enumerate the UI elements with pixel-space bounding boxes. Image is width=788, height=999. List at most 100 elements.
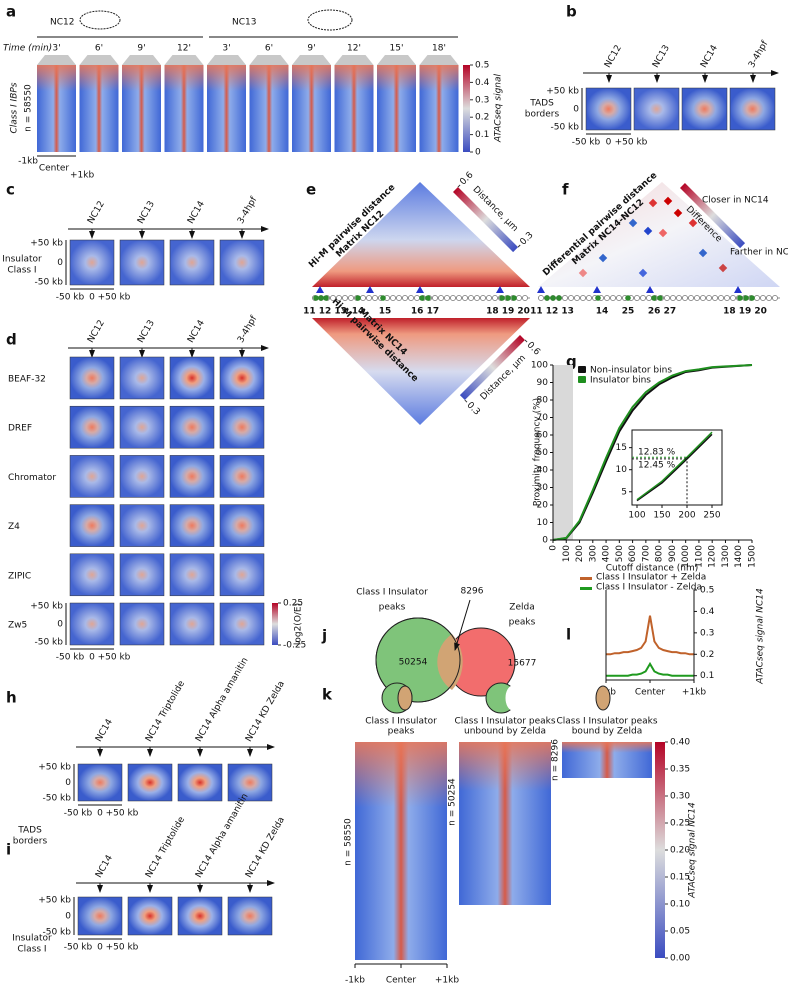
heatmap-title: Class I Insulator peaks [556, 717, 657, 727]
x-tick-label: 0 [97, 809, 103, 819]
panel-label: c [6, 181, 15, 199]
legend-label: Class I Insulator - Zelda [596, 583, 702, 593]
heatmap-fade [334, 65, 374, 152]
heatmap [77, 896, 123, 936]
series-line [552, 364, 753, 541]
bead [670, 295, 676, 301]
venn-count: 15677 [508, 659, 537, 669]
x-tick-label: 700 [641, 545, 651, 562]
panel-label: a [6, 3, 16, 21]
x-tick-label: Center [635, 688, 666, 698]
colorbar [655, 742, 665, 958]
bead [580, 295, 586, 301]
bead [737, 295, 743, 301]
bead [657, 295, 663, 301]
bead-label: 25 [622, 307, 635, 317]
stage-label: NC14 [186, 199, 207, 225]
heatmap-fade [79, 65, 119, 152]
bead [544, 295, 550, 301]
bead [419, 295, 425, 301]
bead [323, 295, 329, 301]
y-tick-label: -50 kb [43, 794, 72, 804]
set-label: Zelda [509, 603, 534, 613]
x-tick-label: +50 kb [615, 138, 648, 148]
shaded-region [553, 365, 573, 540]
panel-label: d [6, 331, 17, 349]
x-tick-label: 600 [628, 545, 638, 562]
x-tick-label: 0 [89, 293, 95, 303]
time-label: 6' [265, 44, 273, 54]
x-tick-label: +50 kb [106, 809, 139, 819]
colorbar [453, 187, 519, 253]
bead [390, 295, 396, 301]
bead [330, 295, 336, 301]
stage-label: NC14 [699, 43, 720, 69]
set-label: peaks [509, 618, 536, 628]
heatmap [119, 455, 165, 498]
heatmap-cap [419, 55, 459, 65]
y-tick-label: -50 kb [43, 928, 72, 938]
y-tick-label: 5 [621, 487, 627, 497]
x-tick-label: 100 [562, 545, 572, 562]
heatmap [69, 602, 115, 646]
bead [366, 295, 372, 301]
bead [610, 295, 616, 301]
legend-bar [680, 183, 746, 249]
heatmap [69, 553, 115, 597]
embryo-icon [79, 10, 121, 30]
heatmap [219, 455, 265, 498]
venn-count: 8296 [461, 587, 484, 597]
heatmap [119, 504, 165, 547]
heatmap-fade [122, 65, 161, 152]
y-tick-label: +50 kb [38, 763, 71, 773]
heatmap [633, 87, 680, 131]
heatmap-fade [562, 742, 652, 778]
y-tick-label: 0 [65, 912, 71, 922]
icon-zelda [595, 685, 611, 711]
row-label: ZIPIC [8, 571, 31, 581]
colorbar-tick-label: 0.5 [475, 61, 489, 71]
n-label: n = 8296 [551, 739, 561, 781]
colorbar-tick [524, 339, 528, 343]
x-label: Cutoff distance (nm) [606, 564, 699, 574]
bead [700, 295, 706, 301]
heatmap [119, 602, 165, 646]
series-line [606, 615, 694, 656]
heatmap [219, 553, 265, 597]
x-label: -1kb [18, 157, 38, 167]
time-label: 12' [347, 44, 361, 54]
y-tick-label: 60 [537, 431, 549, 441]
y-tick-label: 0 [57, 620, 63, 630]
colorbar-tick-label: 0.20 [670, 846, 690, 856]
bead [688, 295, 694, 301]
y-tick-label: 0 [542, 536, 548, 546]
heatmap-cap [334, 55, 374, 65]
x-tick-label: 400 [602, 545, 612, 562]
heatmap [127, 896, 173, 936]
difference-matrix [538, 182, 780, 287]
heatmap-fade [164, 65, 204, 152]
panel-label: b [566, 3, 577, 21]
heatmap-title: Class I Insulator peaks [454, 717, 555, 727]
x-tick-label: 150 [653, 511, 670, 521]
n-label: n = 58550 [344, 818, 354, 866]
x-tick-label: 1500 [748, 545, 758, 568]
panel-label: l [566, 626, 571, 644]
bead [380, 295, 386, 301]
bead [408, 295, 414, 301]
insulator-marker [496, 286, 504, 293]
x-tick-label: +50 kb [106, 943, 139, 953]
panel-label: f [562, 181, 569, 199]
bead [694, 295, 700, 301]
heatmap [681, 87, 728, 131]
colorbar-tick [517, 244, 521, 248]
stage-label: NC14 [186, 318, 207, 344]
y-tick-label: 90 [537, 378, 549, 388]
colorbar-tick-label: 0.6 [525, 340, 542, 357]
y-label: ATACseq signal NC14 [756, 588, 766, 685]
insulator-marker [646, 286, 654, 293]
heatmap [77, 763, 123, 802]
y-tick-label: 0.5 [700, 586, 714, 596]
